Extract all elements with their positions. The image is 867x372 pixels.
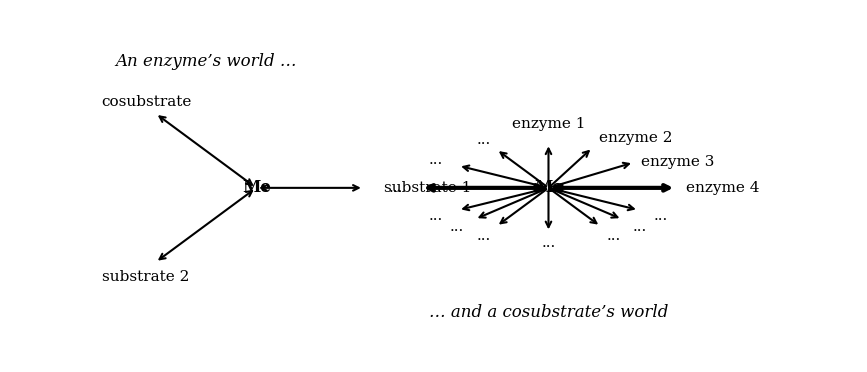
Text: ...: ... [429, 208, 443, 222]
Text: enzyme 1: enzyme 1 [512, 116, 585, 131]
Text: enzyme 2: enzyme 2 [599, 131, 673, 145]
Text: substrate 2: substrate 2 [101, 270, 189, 284]
Text: ...: ... [541, 236, 556, 250]
Text: enzyme 3: enzyme 3 [641, 155, 714, 169]
Text: Me: Me [242, 179, 271, 196]
Text: ...: ... [477, 133, 491, 147]
Text: ...: ... [633, 220, 648, 234]
Text: ...: ... [654, 208, 668, 222]
Text: An enzyme’s world …: An enzyme’s world … [115, 53, 297, 70]
Text: cosubstrate: cosubstrate [101, 95, 192, 109]
Text: ...: ... [606, 229, 621, 243]
Text: substrate 1: substrate 1 [384, 181, 472, 195]
Text: ...: ... [450, 220, 464, 234]
Text: … and a cosubstrate’s world: … and a cosubstrate’s world [429, 304, 668, 321]
Text: ...: ... [477, 229, 491, 243]
Text: enzyme 4: enzyme 4 [687, 181, 759, 195]
Text: ...: ... [429, 153, 443, 167]
Text: ...: ... [388, 181, 402, 195]
Text: Me: Me [534, 179, 563, 196]
